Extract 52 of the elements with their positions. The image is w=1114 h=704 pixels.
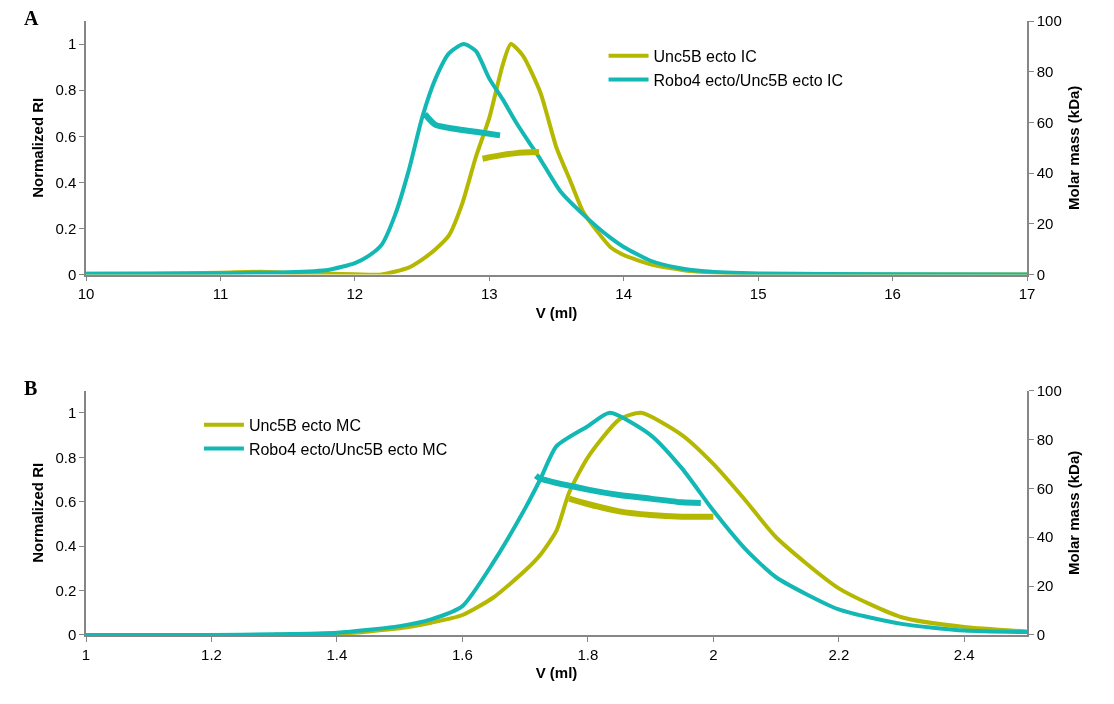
y2-tick-label: 60 <box>1036 479 1054 497</box>
x-tick-label: 2.4 <box>953 645 975 663</box>
y-tick-label: 0.2 <box>55 219 77 237</box>
y2-tick-label: 40 <box>1036 164 1054 182</box>
x-tick-label: 1 <box>81 645 91 663</box>
y2-tick-label: 40 <box>1036 528 1054 546</box>
text: B <box>24 377 38 399</box>
legend-label: Unc5B ecto MC <box>248 416 361 434</box>
x-tick-label: 17 <box>1018 285 1036 303</box>
x-tick-label: 13 <box>480 285 498 303</box>
legend-label: Robo4 ecto/Unc5B ecto IC <box>653 71 843 89</box>
y-tick-label: 1 <box>67 404 77 422</box>
x-tick-label: 14 <box>615 285 633 303</box>
x-axis-title: V (ml) <box>535 664 578 682</box>
y-tick-label: 0.6 <box>55 127 77 145</box>
x-tick-label: 1.4 <box>326 645 348 663</box>
y2-tick-label: 0 <box>1036 265 1046 283</box>
x-tick-label: 2 <box>709 645 718 663</box>
y-tick-label: 1 <box>67 35 77 53</box>
y-tick-label: 0 <box>67 626 77 644</box>
y-axis-title: Normalized RI <box>29 97 47 198</box>
x-tick-label: 11 <box>212 285 229 303</box>
text: A <box>24 7 39 29</box>
x-tick-label: 16 <box>884 285 901 303</box>
y2-axis-title: Molar mass (kDa) <box>1065 85 1083 210</box>
legend-label: Robo4 ecto/Unc5B ecto MC <box>248 440 448 458</box>
x-tick-label: 1.8 <box>577 645 599 663</box>
y-tick-label: 0.8 <box>55 448 77 466</box>
y2-tick-label: 20 <box>1036 215 1054 233</box>
x-tick-label: 12 <box>346 285 364 303</box>
y2-tick-label: 80 <box>1036 62 1054 80</box>
legend-label: Unc5B ecto IC <box>653 47 757 65</box>
y2-tick-label: 20 <box>1036 577 1054 595</box>
x-axis-title: V (ml) <box>535 303 578 321</box>
x-tick-label: 2.2 <box>828 645 850 663</box>
y2-tick-label: 100 <box>1036 381 1062 399</box>
y2-tick-label: 80 <box>1036 430 1054 448</box>
x-tick-label: 1.6 <box>451 645 473 663</box>
y2-axis-title: Molar mass (kDa) <box>1065 450 1083 575</box>
y-tick-label: 0.8 <box>55 81 77 99</box>
y-tick-label: 0.2 <box>55 581 77 599</box>
y-tick-label: 0 <box>67 265 77 283</box>
x-tick-label: 15 <box>749 285 767 303</box>
y2-tick-label: 0 <box>1036 626 1046 644</box>
y-tick-label: 0.6 <box>55 492 77 510</box>
y-tick-label: 0.4 <box>55 537 77 555</box>
y2-tick-label: 100 <box>1036 12 1062 30</box>
x-tick-label: 1.2 <box>201 645 222 663</box>
y-tick-label: 0.4 <box>55 173 77 191</box>
y-axis-title: Normalized RI <box>29 462 47 563</box>
x-tick-label: 10 <box>77 285 95 303</box>
y2-tick-label: 60 <box>1036 113 1054 131</box>
